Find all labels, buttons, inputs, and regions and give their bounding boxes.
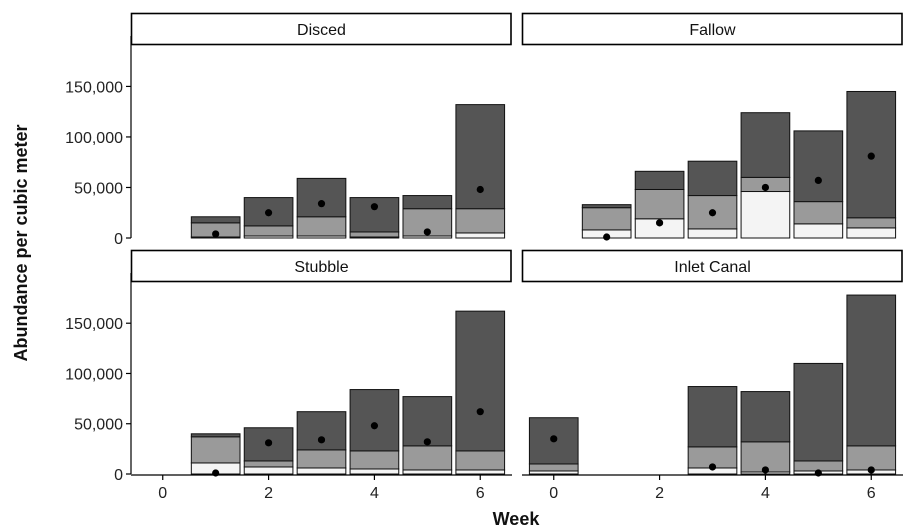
y-tick-label-disced-2: 100,000 (65, 130, 123, 147)
bar-segment-inlet-canal-week-3-layer-3 (687, 386, 738, 448)
bar-segment-stubble-week-3-layer-2 (296, 449, 347, 469)
bar-segment-stubble-week-5-layer-1 (402, 469, 453, 475)
bar-segment-disced-week-4-layer-3 (349, 197, 400, 233)
mean-point-fallow-week-1 (603, 233, 611, 241)
bar-segment-stubble-week-5-layer-3 (402, 396, 453, 447)
bar-segment-fallow-week-5-layer-1 (793, 223, 844, 239)
panel-title-inlet-canal: Inlet Canal (674, 259, 751, 276)
y-tick-label-disced-0: 0 (114, 231, 123, 248)
bar-segment-stubble-week-6-layer-1 (455, 469, 506, 475)
bar-segment-fallow-week-6-layer-2 (846, 217, 897, 229)
bar-segment-stubble-week-4-layer-1 (349, 468, 400, 475)
y-axis-title: Abundance per cubic meter (11, 124, 31, 361)
panel-strip-inlet-canal (521, 249, 903, 283)
mean-point-stubble-week-6 (476, 408, 484, 416)
bar-segment-disced-week-4-layer-2 (349, 231, 400, 238)
bar-segment-stubble-week-2-layer-1 (243, 466, 294, 475)
panel-title-stubble: Stubble (294, 259, 348, 276)
mean-point-fallow-week-2 (655, 219, 664, 227)
bar-segment-stubble-week-4-layer-3 (349, 389, 400, 452)
bar-segment-fallow-week-5-layer-3 (793, 130, 844, 203)
bar-segment-stubble-week-3-layer-1 (296, 467, 347, 475)
mean-point-stubble-week-3 (317, 436, 326, 444)
bar-segment-inlet-canal-week-6-layer-2 (846, 445, 897, 471)
x-tick-label-stubble-2: 4 (370, 485, 379, 502)
x-tick-label-inlet-canal-0: 0 (549, 485, 558, 502)
bar-segment-disced-week-6-layer-2 (455, 208, 506, 234)
mean-point-fallow-week-4 (761, 183, 770, 192)
mean-point-disced-week-1 (212, 230, 220, 238)
bar-segment-stubble-week-6-layer-3 (455, 310, 506, 452)
mean-point-disced-week-5 (423, 228, 431, 236)
mean-point-disced-week-6 (476, 185, 484, 194)
bar-segment-stubble-week-1-layer-2 (190, 436, 241, 464)
mean-point-stubble-week-2 (264, 439, 273, 447)
panel-title-disced: Disced (297, 22, 346, 39)
bar-segment-stubble-week-4-layer-2 (349, 450, 400, 470)
bar-segment-inlet-canal-week-5-layer-3 (793, 362, 844, 462)
x-tick-label-stubble-1: 2 (264, 485, 273, 502)
mean-point-fallow-week-3 (708, 209, 717, 217)
bar-segment-fallow-week-3-layer-3 (687, 160, 738, 197)
x-axis-title: Week (493, 509, 541, 529)
mean-point-stubble-week-5 (423, 438, 431, 446)
bar-segment-disced-week-1-layer-3 (190, 216, 241, 224)
bar-segment-fallow-week-5-layer-2 (793, 201, 844, 225)
y-tick-label-stubble-0: 0 (114, 467, 123, 484)
panel-strip-stubble (130, 249, 512, 283)
mean-point-inlet-canal-week-3 (708, 463, 717, 471)
panel-strip-disced (130, 12, 512, 46)
mean-point-inlet-canal-week-4 (761, 466, 770, 474)
y-tick-label-stubble-2: 100,000 (65, 366, 123, 383)
mean-point-stubble-week-4 (370, 422, 379, 430)
bar-segment-fallow-week-3-layer-1 (687, 228, 738, 239)
mean-point-disced-week-4 (370, 203, 379, 211)
mean-point-fallow-week-6 (867, 152, 875, 160)
bar-segment-stubble-week-5-layer-2 (402, 445, 453, 471)
panel-title-fallow: Fallow (689, 22, 736, 39)
bar-segment-inlet-canal-week-0-layer-2 (528, 463, 579, 472)
x-tick-label-stubble-0: 0 (158, 485, 167, 502)
y-tick-label-disced-3: 150,000 (65, 79, 123, 96)
y-tick-label-stubble-3: 150,000 (65, 316, 123, 333)
bar-segment-disced-week-2-layer-2 (243, 225, 294, 237)
bar-segment-inlet-canal-week-6-layer-3 (846, 294, 897, 447)
y-tick-label-stubble-1: 50,000 (74, 417, 123, 434)
bar-segment-disced-week-5-layer-3 (402, 195, 453, 210)
bar-segment-fallow-week-2-layer-2 (634, 188, 685, 220)
bar-segment-stubble-week-3-layer-3 (296, 411, 347, 451)
bar-segment-disced-week-3-layer-2 (296, 216, 347, 237)
bar-segment-fallow-week-3-layer-2 (687, 195, 738, 230)
y-tick-label-disced-1: 50,000 (74, 180, 123, 197)
bar-segment-fallow-week-4-layer-3 (740, 112, 791, 178)
bar-segment-disced-week-6-layer-1 (455, 232, 506, 239)
bar-segment-inlet-canal-week-4-layer-3 (740, 391, 791, 443)
mean-point-fallow-week-5 (814, 176, 822, 184)
bar-segment-fallow-week-6-layer-1 (846, 227, 897, 239)
x-tick-label-inlet-canal-2: 4 (761, 485, 770, 502)
x-tick-label-inlet-canal-1: 2 (655, 485, 664, 502)
bar-segment-fallow-week-1-layer-3 (581, 204, 632, 209)
x-tick-label-stubble-3: 6 (476, 485, 485, 502)
mean-point-disced-week-3 (317, 200, 326, 208)
bar-segment-stubble-week-1-layer-3 (190, 433, 241, 438)
bar-segment-stubble-week-6-layer-2 (455, 450, 506, 471)
bar-segment-stubble-week-2-layer-2 (243, 460, 294, 468)
bar-segment-fallow-week-4-layer-1 (740, 191, 791, 239)
bar-segment-fallow-week-2-layer-3 (634, 170, 685, 190)
mean-point-disced-week-2 (264, 209, 273, 217)
mean-point-inlet-canal-week-0 (550, 435, 558, 443)
mean-point-inlet-canal-week-6 (867, 466, 875, 474)
x-tick-label-inlet-canal-3: 6 (867, 485, 876, 502)
panel-strip-fallow (521, 12, 903, 46)
bar-segment-disced-week-3-layer-3 (296, 177, 347, 218)
bar-segment-fallow-week-1-layer-2 (581, 207, 632, 231)
